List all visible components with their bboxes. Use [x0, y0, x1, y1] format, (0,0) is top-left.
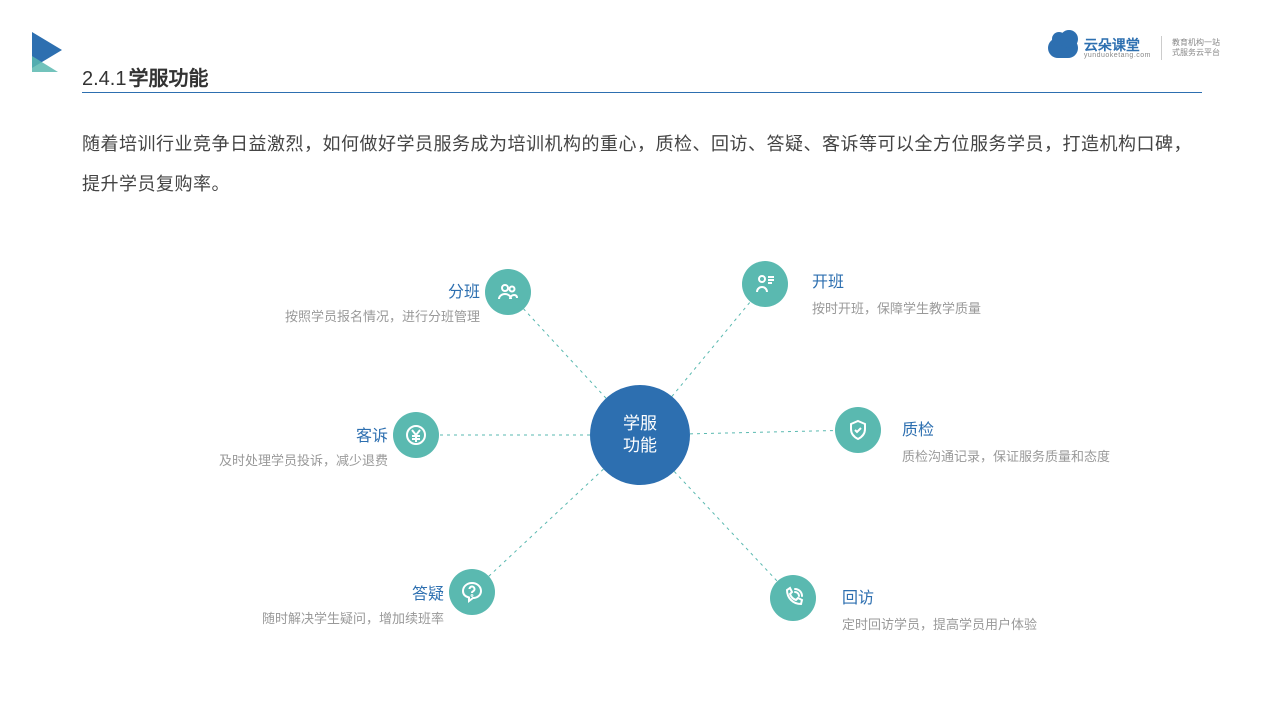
node-huifang-icon: [770, 575, 816, 621]
header-triangle-teal: [32, 56, 58, 72]
logo-brand: 云朵课堂: [1084, 38, 1151, 52]
brand-logo: 云朵课堂 yunduoketang.com 教育机构一站 式服务云平台: [1048, 36, 1220, 60]
cloud-icon: [1048, 38, 1078, 58]
slide: 2.4.1学服功能 云朵课堂 yunduoketang.com 教育机构一站 式…: [0, 0, 1280, 720]
node-kesu-desc: 及时处理学员投诉，减少退费: [128, 450, 388, 469]
center-node: 学服功能: [590, 385, 690, 485]
header-rule: [82, 92, 1202, 93]
page-title: 2.4.1学服功能: [82, 62, 208, 91]
node-zhijian-title: 质检: [902, 416, 1222, 440]
node-kesu-title: 客诉: [128, 422, 388, 446]
node-dayi-desc: 随时解决学生疑问，增加续班率: [184, 608, 444, 627]
section-number: 2.4.1: [82, 68, 126, 90]
logo-divider: [1161, 36, 1162, 60]
node-fenban-title: 分班: [220, 278, 480, 302]
node-kesu-icon: [393, 412, 439, 458]
radial-diagram: 学服功能 分班按照学员报名情况，进行分班管理客诉及时处理学员投诉，减少退费答疑随时…: [0, 240, 1280, 680]
logo-url: yunduoketang.com: [1084, 52, 1151, 59]
section-title: 学服功能: [128, 68, 208, 90]
node-dayi-title: 答疑: [184, 580, 444, 604]
logo-text-block: 云朵课堂 yunduoketang.com: [1084, 38, 1151, 59]
logo-tagline: 教育机构一站 式服务云平台: [1172, 38, 1220, 59]
node-fenban-icon: [485, 269, 531, 315]
node-kaiban-desc: 按时开班，保障学生教学质量: [812, 298, 1112, 317]
node-dayi-icon: [449, 569, 495, 615]
node-kaiban-icon: [742, 261, 788, 307]
node-zhijian-icon: [835, 407, 881, 453]
intro-text: 随着培训行业竞争日益激烈，如何做好学员服务成为培训机构的重心，质检、回访、答疑、…: [82, 125, 1202, 204]
node-fenban-desc: 按照学员报名情况，进行分班管理: [220, 306, 480, 325]
node-huifang-title: 回访: [842, 584, 1162, 608]
node-huifang-desc: 定时回访学员，提高学员用户体验: [842, 614, 1162, 633]
node-kaiban-title: 开班: [812, 268, 1112, 292]
node-zhijian-desc: 质检沟通记录，保证服务质量和态度: [902, 446, 1222, 465]
